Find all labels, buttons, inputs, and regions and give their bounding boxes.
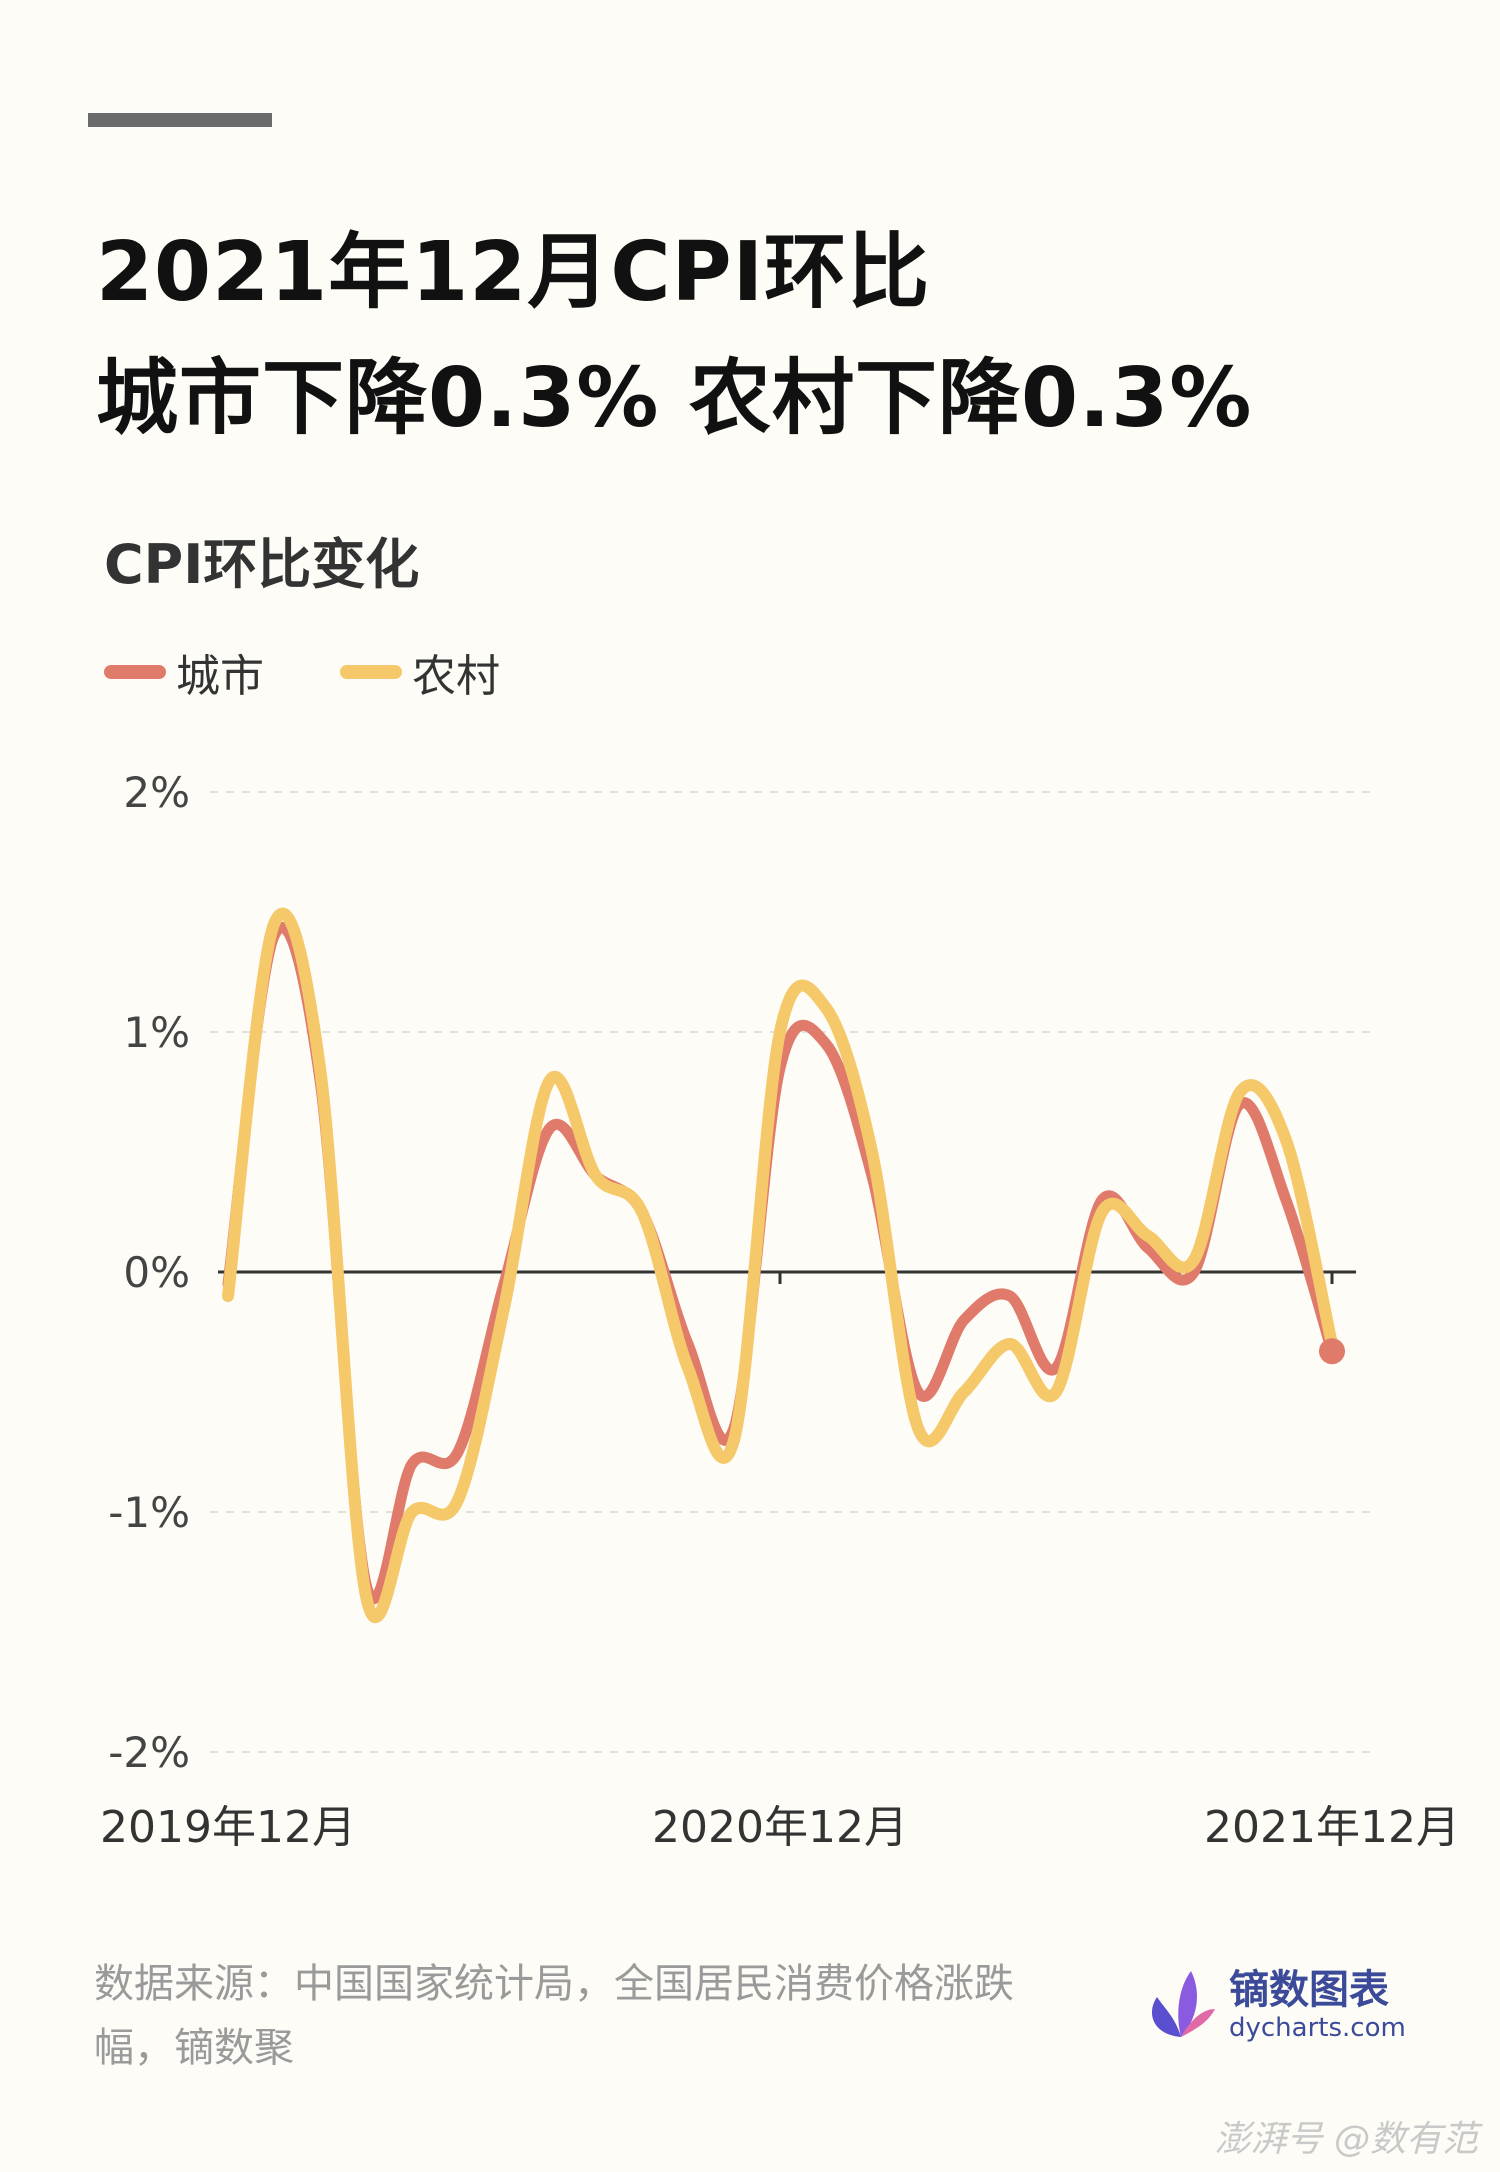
brand-logo: 镝数图表 dycharts.com (1145, 1965, 1406, 2045)
chart-title: CPI环比变化 (104, 533, 420, 596)
y-tick-label: -1% (108, 1488, 190, 1537)
page-title: 2021年12月CPI环比 城市下降0.3% 农村下降0.3% (96, 210, 1252, 462)
line-chart: 2% 1% 0% -1% -2% 2019年12月 2020年12月 2021年12月 (100, 768, 1460, 1853)
legend: 城市 农村 (104, 640, 576, 704)
watermark: 澎湃号 @数有范 (1214, 2119, 1478, 2160)
y-tick-label: 2% (123, 768, 190, 817)
butterfly-logo-icon (1151, 1971, 1215, 2037)
legend-swatch-urban (104, 665, 166, 679)
legend-item-rural: 农村 (340, 640, 500, 704)
y-tick-label: 0% (123, 1248, 190, 1297)
source-note: 数据来源：中国国家统计局，全国居民消费价格涨跌幅，镝数聚 (94, 1961, 1014, 2071)
x-tick-label: 2020年12月 (652, 1802, 908, 1853)
accent-bar (88, 113, 272, 127)
legend-swatch-rural (340, 665, 402, 679)
y-tick-label: -2% (108, 1728, 190, 1777)
end-point-urban (1319, 1338, 1345, 1365)
series-line-rural (222, 907, 1338, 1624)
x-tick-label: 2021年12月 (1204, 1802, 1460, 1853)
brand-url: dycharts.com (1229, 2013, 1406, 2043)
title-line-2: 城市下降0.3% 农村下降0.3% (96, 351, 1253, 446)
title-line-1: 2021年12月CPI环比 (96, 225, 931, 320)
y-tick-label: 1% (123, 1008, 190, 1057)
legend-label-rural: 农村 (412, 651, 500, 702)
legend-label-urban: 城市 (176, 651, 264, 702)
brand-name: 镝数图表 (1229, 1966, 1389, 2013)
legend-item-urban: 城市 (104, 640, 264, 704)
x-tick-label: 2019年12月 (100, 1802, 356, 1853)
